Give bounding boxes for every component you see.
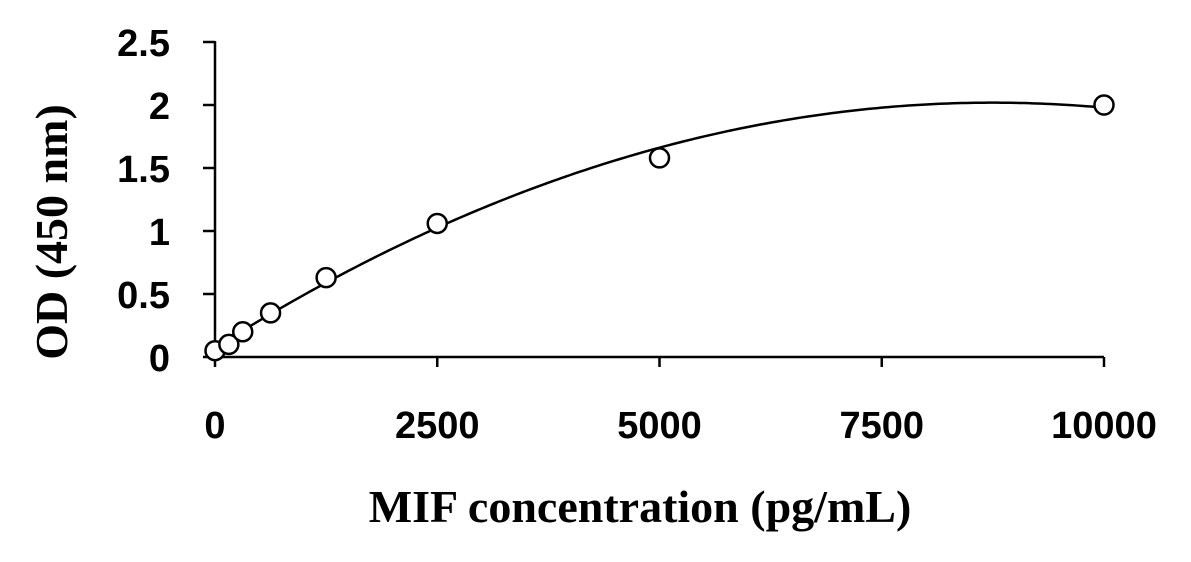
x-tick-label: 7500 — [839, 405, 924, 447]
data-point — [648, 147, 671, 169]
fit-curve-group — [214, 101, 1105, 349]
data-point — [218, 333, 240, 356]
y-axis-title: OD (450 nm) — [26, 104, 77, 360]
x-tick-label: 0 — [204, 405, 225, 447]
axes — [213, 41, 1104, 359]
y-tick-label: 0.5 — [117, 275, 170, 317]
y-tick-label: 2.5 — [117, 23, 170, 65]
data-point — [231, 321, 254, 343]
fit-curve — [214, 101, 1105, 349]
data-point — [315, 266, 337, 289]
data-point — [1093, 94, 1115, 116]
x-tick-label: 2500 — [395, 405, 480, 447]
data-points — [204, 94, 1115, 362]
y-tick-label: 1.5 — [117, 149, 170, 191]
y-tick-label: 0 — [149, 338, 170, 380]
y-tick-label: 1 — [149, 212, 170, 254]
ticks: 0 0.5 1 1.5 2 2.5 0 2500 5000 7500 10000 — [117, 23, 1157, 447]
data-point — [426, 212, 448, 235]
x-tick-label: 10000 — [1051, 405, 1157, 447]
y-tick-label: 2 — [149, 86, 170, 128]
x-tick-label: 5000 — [617, 405, 702, 447]
x-axis-title: MIF concentration (pg/mL) — [369, 481, 912, 532]
data-point — [259, 302, 282, 324]
